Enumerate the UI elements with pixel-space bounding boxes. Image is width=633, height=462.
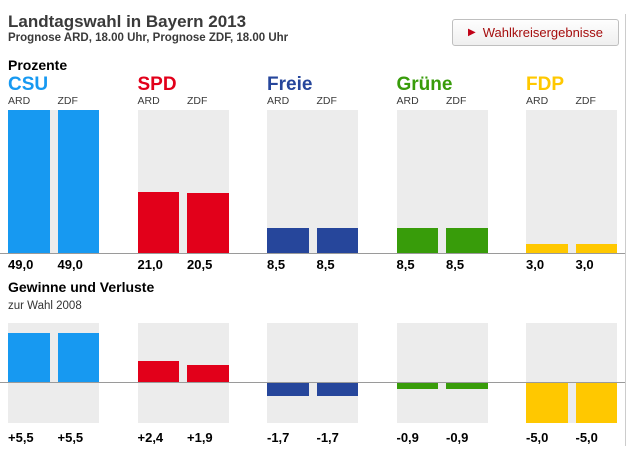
csu-ard-diff-bar	[8, 332, 50, 382]
value-label-fdp-zdf: 3,0	[575, 257, 594, 272]
spd-zdf-diff-bar	[187, 365, 229, 382]
freie-diff-column	[267, 323, 358, 423]
grüne-ard-diff-bar	[396, 382, 438, 390]
wahlkreisergebnisse-button[interactable]: ▶ Wahlkreisergebnisse	[452, 19, 619, 46]
spd-ard-bar	[137, 191, 179, 253]
chart1-baseline	[0, 253, 625, 254]
diff-value-label-fdp-zdf: -5,0	[575, 430, 598, 445]
wahlkreisergebnisse-label: Wahlkreisergebnisse	[482, 25, 603, 40]
value-label-csu-zdf: 49,0	[57, 257, 83, 272]
party-label-csu: CSU	[8, 74, 49, 95]
diff-value-label-spd-zdf: +1,9	[187, 430, 213, 445]
source-label-ard: ARD	[267, 95, 290, 107]
csu-diff-column	[8, 323, 99, 423]
diff-value-label-csu-zdf: +5,5	[57, 430, 84, 445]
diff-value-label-grüne-ard: -0,9	[396, 430, 419, 445]
source-label-ard: ARD	[526, 95, 549, 107]
source-label-ard: ARD	[396, 95, 419, 107]
fdp-diff-column	[526, 323, 617, 423]
freie-zdf-bar	[316, 228, 358, 253]
freie-ard-diff-bar	[267, 382, 309, 396]
party-label-grüne: Grüne	[396, 74, 453, 95]
grüne-column	[396, 110, 488, 253]
source-label-ard: ARD	[137, 95, 160, 107]
party-label-spd: SPD	[137, 74, 177, 95]
diff-value-label-freie-zdf: -1,7	[316, 430, 339, 445]
csu-ard-bar	[8, 110, 50, 253]
diff-value-label-spd-ard: +2,4	[137, 430, 164, 445]
freie-column	[267, 110, 358, 253]
source-label-zdf: ZDF	[316, 95, 337, 107]
value-label-freie-zdf: 8,5	[316, 257, 335, 272]
page-subtitle: Prognose ARD, 18.00 Uhr, Prognose ZDF, 1…	[8, 32, 289, 44]
fdp-zdf-diff-bar	[575, 382, 617, 423]
fdp-ard-diff-bar	[526, 382, 568, 423]
fdp-ard-bar	[526, 244, 568, 253]
source-label-zdf: ZDF	[187, 95, 208, 107]
csu-zdf-diff-bar	[57, 332, 99, 382]
spd-zdf-bar	[187, 193, 229, 253]
fdp-zdf-bar	[575, 244, 617, 253]
grüne-ard-bar	[396, 228, 438, 253]
csu-zdf-bar	[57, 110, 99, 253]
csu-column	[8, 110, 99, 253]
fdp-column	[526, 110, 617, 253]
diff-value-label-fdp-ard: -5,0	[526, 430, 549, 445]
spd-diff-column	[137, 323, 229, 423]
source-label-ard: ARD	[8, 95, 31, 107]
freie-ard-bar	[267, 228, 309, 253]
value-label-csu-ard: 49,0	[8, 257, 34, 272]
gewinne-heading: Gewinne und Verluste	[8, 279, 155, 295]
prozente-heading: Prozente	[8, 57, 68, 73]
value-label-freie-ard: 8,5	[267, 257, 286, 272]
party-label-freie: Freie	[267, 74, 313, 95]
play-icon: ▶	[468, 26, 476, 38]
value-label-fdp-ard: 3,0	[526, 257, 545, 272]
value-label-spd-zdf: 20,5	[187, 257, 213, 272]
gewinne-subtitle: zur Wahl 2008	[8, 300, 82, 312]
value-label-grüne-zdf: 8,5	[446, 257, 465, 272]
source-label-zdf: ZDF	[446, 95, 467, 107]
diff-value-label-csu-ard: +5,5	[8, 430, 34, 445]
right-divider	[625, 14, 626, 446]
source-label-zdf: ZDF	[57, 95, 78, 107]
value-label-grüne-ard: 8,5	[396, 257, 415, 272]
diff-value-label-freie-ard: -1,7	[267, 430, 290, 445]
grüne-diff-column	[396, 323, 488, 423]
chart2-zero-line	[0, 382, 625, 383]
page-title: Landtagswahl in Bayern 2013	[8, 12, 247, 31]
freie-zdf-diff-bar	[316, 382, 358, 396]
grüne-zdf-diff-bar	[446, 382, 488, 390]
value-label-spd-ard: 21,0	[137, 257, 163, 272]
diff-value-label-grüne-zdf: -0,9	[446, 430, 469, 445]
spd-ard-diff-bar	[137, 360, 179, 382]
grüne-zdf-bar	[446, 228, 488, 253]
source-label-zdf: ZDF	[575, 95, 596, 107]
party-label-fdp: FDP	[526, 74, 564, 95]
spd-column	[137, 110, 229, 253]
